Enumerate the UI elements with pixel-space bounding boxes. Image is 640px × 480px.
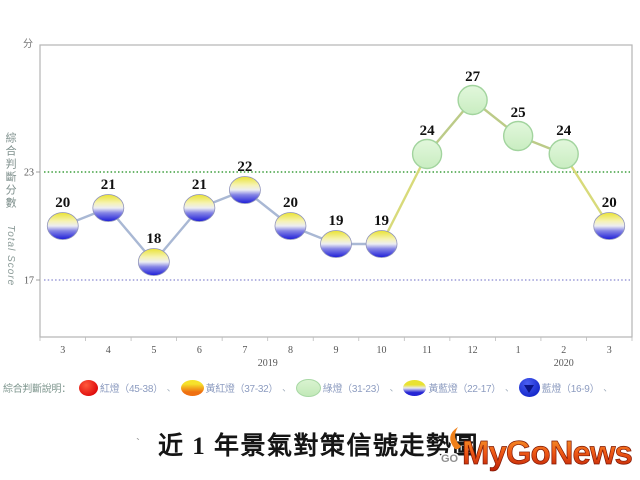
x-tick-label: 8 bbox=[288, 345, 293, 356]
data-point-yellowblue bbox=[320, 230, 352, 258]
line-segment bbox=[380, 152, 429, 246]
data-point-label: 21 bbox=[101, 177, 116, 193]
legend-separator: 、 bbox=[389, 383, 399, 393]
yellowred-light-icon bbox=[180, 379, 204, 396]
legend-items: 紅燈（45-38）、黃紅燈（37-32）、綠燈（31-23）、黃藍燈（22-17… bbox=[73, 378, 613, 397]
data-point-label: 25 bbox=[511, 105, 526, 121]
y-axis-title-zh: 綜合判斷分數 bbox=[4, 132, 17, 210]
data-point-label: 24 bbox=[420, 123, 436, 139]
chart-title: 近 1 年景氣對策信號走勢圖 bbox=[158, 433, 480, 460]
data-point-label: 20 bbox=[602, 195, 617, 211]
x-tick-label: 10 bbox=[377, 345, 387, 356]
data-point-label: 19 bbox=[329, 213, 344, 229]
data-point-label: 22 bbox=[237, 159, 252, 175]
y-axis-title: 綜合判斷分數 Total Score bbox=[4, 132, 16, 286]
data-point-yellowblue bbox=[46, 212, 79, 240]
x-tick-label: 5 bbox=[151, 345, 156, 356]
year-label-2020: 2020 bbox=[554, 358, 574, 369]
data-point-yellowblue bbox=[274, 212, 307, 240]
x-tick-label: 3 bbox=[60, 345, 65, 356]
legend-item-label: 綠燈（31-23） bbox=[322, 384, 386, 395]
logo-text: MyGoNews bbox=[462, 434, 632, 471]
year-label-2019: 2019 bbox=[258, 358, 278, 369]
data-point-label: 27 bbox=[465, 69, 481, 85]
legend-item-yellowblue: 黃藍燈（22-17） bbox=[399, 379, 501, 396]
data-point-label: 20 bbox=[283, 195, 298, 211]
x-tick-label: 12 bbox=[468, 345, 478, 356]
logo-graphic: GO MyGoNews bbox=[440, 427, 633, 471]
x-tick-label: 6 bbox=[197, 345, 202, 356]
y-tick-label: 17 bbox=[24, 276, 34, 287]
legend: 綜合判斷說明： 紅燈（45-38）、黃紅燈（37-32）、綠燈（31-23）、黃… bbox=[3, 378, 639, 397]
legend-item-label: 黃紅燈（37-32） bbox=[205, 384, 279, 395]
x-tick-label: 11 bbox=[422, 345, 432, 356]
mygonews-logo: GO MyGoNews bbox=[434, 419, 640, 479]
legend-item-yellowred: 黃紅燈（37-32） bbox=[177, 379, 279, 396]
y-tick-label: 23 bbox=[24, 168, 34, 179]
line-chart: 分 23 17 20 21 18 21 22 20 19 19 24 27 25 24 20 3 4 5 6 7 8 9 10… bbox=[23, 38, 633, 369]
data-point-green bbox=[548, 138, 579, 170]
x-tick-label: 2 bbox=[561, 345, 566, 356]
data-point-green bbox=[411, 138, 443, 170]
plot-border bbox=[39, 44, 633, 338]
legend-item-red: 紅燈（45-38） bbox=[73, 379, 163, 396]
legend-intro: 綜合判斷說明： bbox=[3, 384, 71, 395]
data-point-yellowblue bbox=[92, 194, 125, 222]
data-point-yellowblue bbox=[137, 248, 170, 276]
logo-swoosh-icon bbox=[450, 427, 461, 450]
legend-separator: 、 bbox=[504, 383, 514, 393]
logo-go-text: GO bbox=[441, 453, 459, 465]
data-point-green bbox=[457, 84, 488, 116]
data-point-yellowblue bbox=[183, 194, 216, 222]
legend-item-blue: 藍燈（16-9） bbox=[515, 378, 600, 397]
data-point-yellowblue bbox=[365, 230, 398, 258]
blue-light-icon bbox=[518, 378, 540, 397]
data-point-label: 19 bbox=[374, 213, 389, 229]
legend-item-label: 黃藍燈（22-17） bbox=[428, 384, 501, 395]
data-point-label: 21 bbox=[192, 177, 207, 193]
data-point-label: 24 bbox=[556, 123, 572, 139]
legend-item-green: 綠燈（31-23） bbox=[292, 378, 386, 397]
data-point-green bbox=[502, 120, 534, 152]
legend-item-label: 藍燈（16-9） bbox=[541, 384, 600, 395]
x-tick-label: 3 bbox=[607, 345, 612, 356]
x-tick-label: 1 bbox=[516, 345, 521, 356]
legend-separator: 、 bbox=[166, 383, 176, 393]
x-tick-label: 4 bbox=[106, 345, 111, 356]
title-pre-mark: ` bbox=[136, 436, 140, 450]
data-point-label: 20 bbox=[55, 195, 70, 211]
red-light-icon bbox=[78, 379, 98, 396]
legend-separator: 、 bbox=[603, 383, 612, 393]
green-light-icon bbox=[295, 378, 321, 397]
blue-light-triangle bbox=[524, 384, 535, 393]
y-axis-unit-label: 分 bbox=[23, 38, 33, 50]
legend-separator: 、 bbox=[282, 383, 291, 393]
yellowblue-light-icon bbox=[403, 379, 427, 396]
legend-item-label: 紅燈（45-38） bbox=[99, 384, 163, 395]
x-tick-label: 7 bbox=[242, 345, 247, 356]
data-point-yellowblue bbox=[229, 176, 261, 204]
data-point-yellowblue bbox=[593, 212, 626, 240]
y-axis-title-en: Total Score bbox=[5, 225, 17, 287]
x-tick-label: 9 bbox=[334, 345, 339, 356]
data-point-label: 18 bbox=[146, 231, 161, 247]
